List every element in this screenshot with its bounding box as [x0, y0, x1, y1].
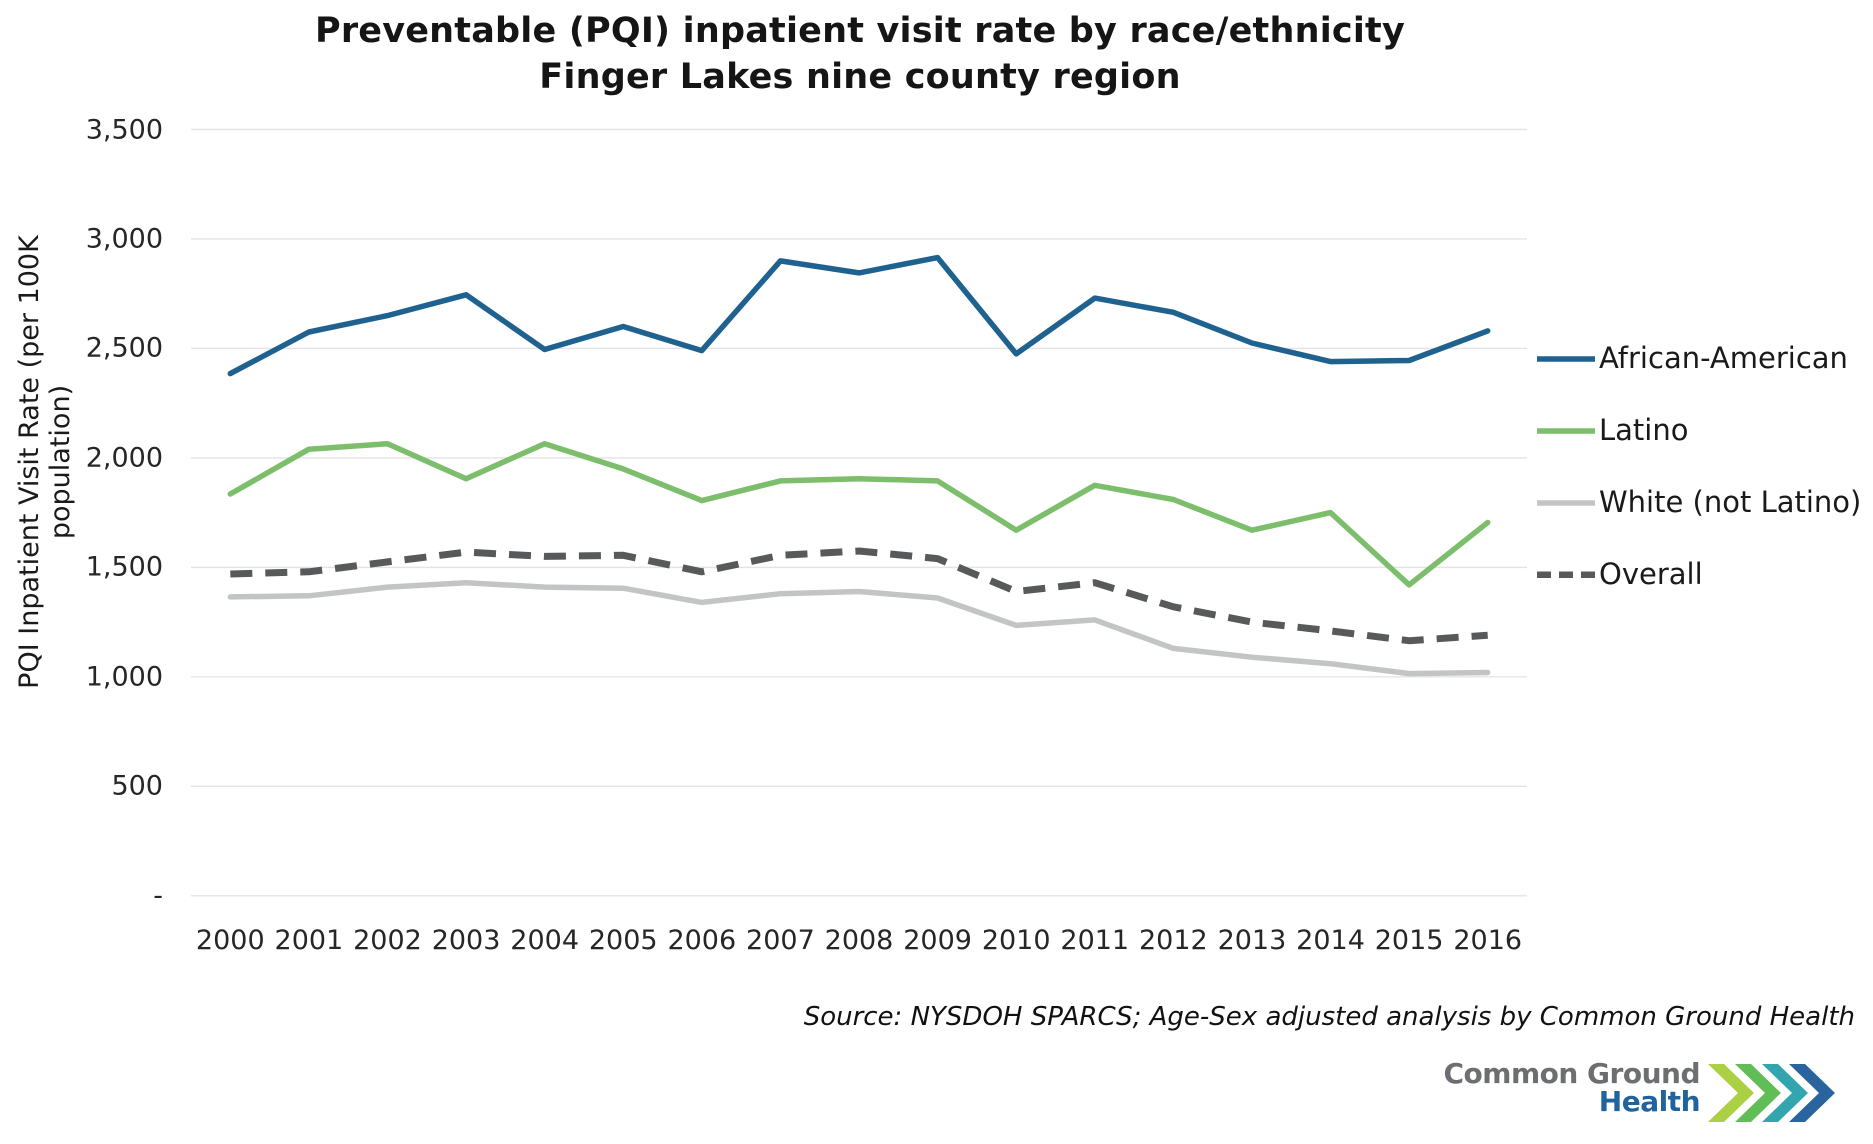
x-tick-label-2006: 2006 [667, 925, 737, 956]
x-tick-label-2005: 2005 [588, 925, 658, 956]
logo-chevron [1789, 1064, 1835, 1122]
legend-swatch [1537, 500, 1595, 506]
x-tick-label-2000: 2000 [195, 925, 265, 956]
x-tick-label-2002: 2002 [353, 925, 422, 956]
x-tick-label-2014: 2014 [1296, 925, 1365, 956]
y-tick-label: 3,000 [85, 223, 163, 255]
x-tick-label-2007: 2007 [746, 925, 815, 956]
legend-label: White (not Latino) [1599, 485, 1862, 519]
y-tick-label: 1,000 [85, 661, 163, 693]
source-note: Source: NYSDOH SPARCS; Age-Sex adjusted … [803, 1002, 1855, 1032]
x-tick-label-2008: 2008 [824, 925, 894, 956]
logo-chevron [1708, 1064, 1754, 1122]
x-tick-label-2016: 2016 [1453, 925, 1523, 956]
x-tick-label-2004: 2004 [510, 925, 579, 956]
logo-text: Common Ground Health [1444, 1060, 1701, 1116]
common-ground-health-logo: Common Ground Health [1444, 1060, 1848, 1130]
legend-label: Latino [1599, 413, 1689, 447]
legend-item-white-not-latino: White (not Latino) [1537, 485, 1861, 519]
x-tick-label-2009: 2009 [903, 925, 972, 956]
chart-title: Preventable (PQI) inpatient visit rate b… [190, 8, 1530, 100]
chart-title-line2: Finger Lakes nine county region [539, 57, 1181, 97]
logo-chevrons-icon [1708, 1064, 1835, 1122]
x-tick-label-2003: 2003 [431, 925, 501, 956]
legend-item-african-american: African-American [1537, 341, 1848, 375]
legend-label: Overall [1599, 557, 1703, 591]
y-tick-label: 2,000 [85, 442, 163, 474]
legend-label: African-American [1599, 341, 1848, 375]
line-latino [227, 440, 1491, 588]
y-tick-label: 500 [111, 770, 163, 802]
legend-item-overall: Overall [1537, 557, 1703, 591]
x-tick-label-2012: 2012 [1138, 925, 1208, 956]
logo-chevron [1762, 1064, 1808, 1122]
y-tick-label: 3,500 [85, 114, 163, 145]
logo-chevron [1735, 1064, 1781, 1122]
chart-title-line1: Preventable (PQI) inpatient visit rate b… [314, 11, 1405, 51]
line-overall [230, 547, 1488, 645]
legend-swatch [1537, 356, 1595, 362]
legend-swatch [1537, 428, 1595, 434]
x-tick-label-2010: 2010 [981, 925, 1051, 956]
x-tick-label-2015: 2015 [1374, 925, 1444, 956]
line-white-not-latino [227, 579, 1491, 677]
x-tick-label-2011: 2011 [1060, 925, 1130, 956]
y-tick-label: 1,500 [85, 551, 163, 583]
x-tick-label-2001: 2001 [274, 925, 344, 956]
logo-text-line1: Common Ground [1443, 1057, 1701, 1090]
line-african-american [227, 254, 1491, 377]
legend-item-latino: Latino [1537, 413, 1688, 447]
logo-text-line2: Health [1598, 1085, 1701, 1118]
x-tick-label-2013: 2013 [1217, 925, 1287, 956]
y-tick-label: - [153, 880, 163, 912]
y-tick-label: 2,500 [85, 332, 163, 364]
legend-swatch [1537, 571, 1595, 578]
